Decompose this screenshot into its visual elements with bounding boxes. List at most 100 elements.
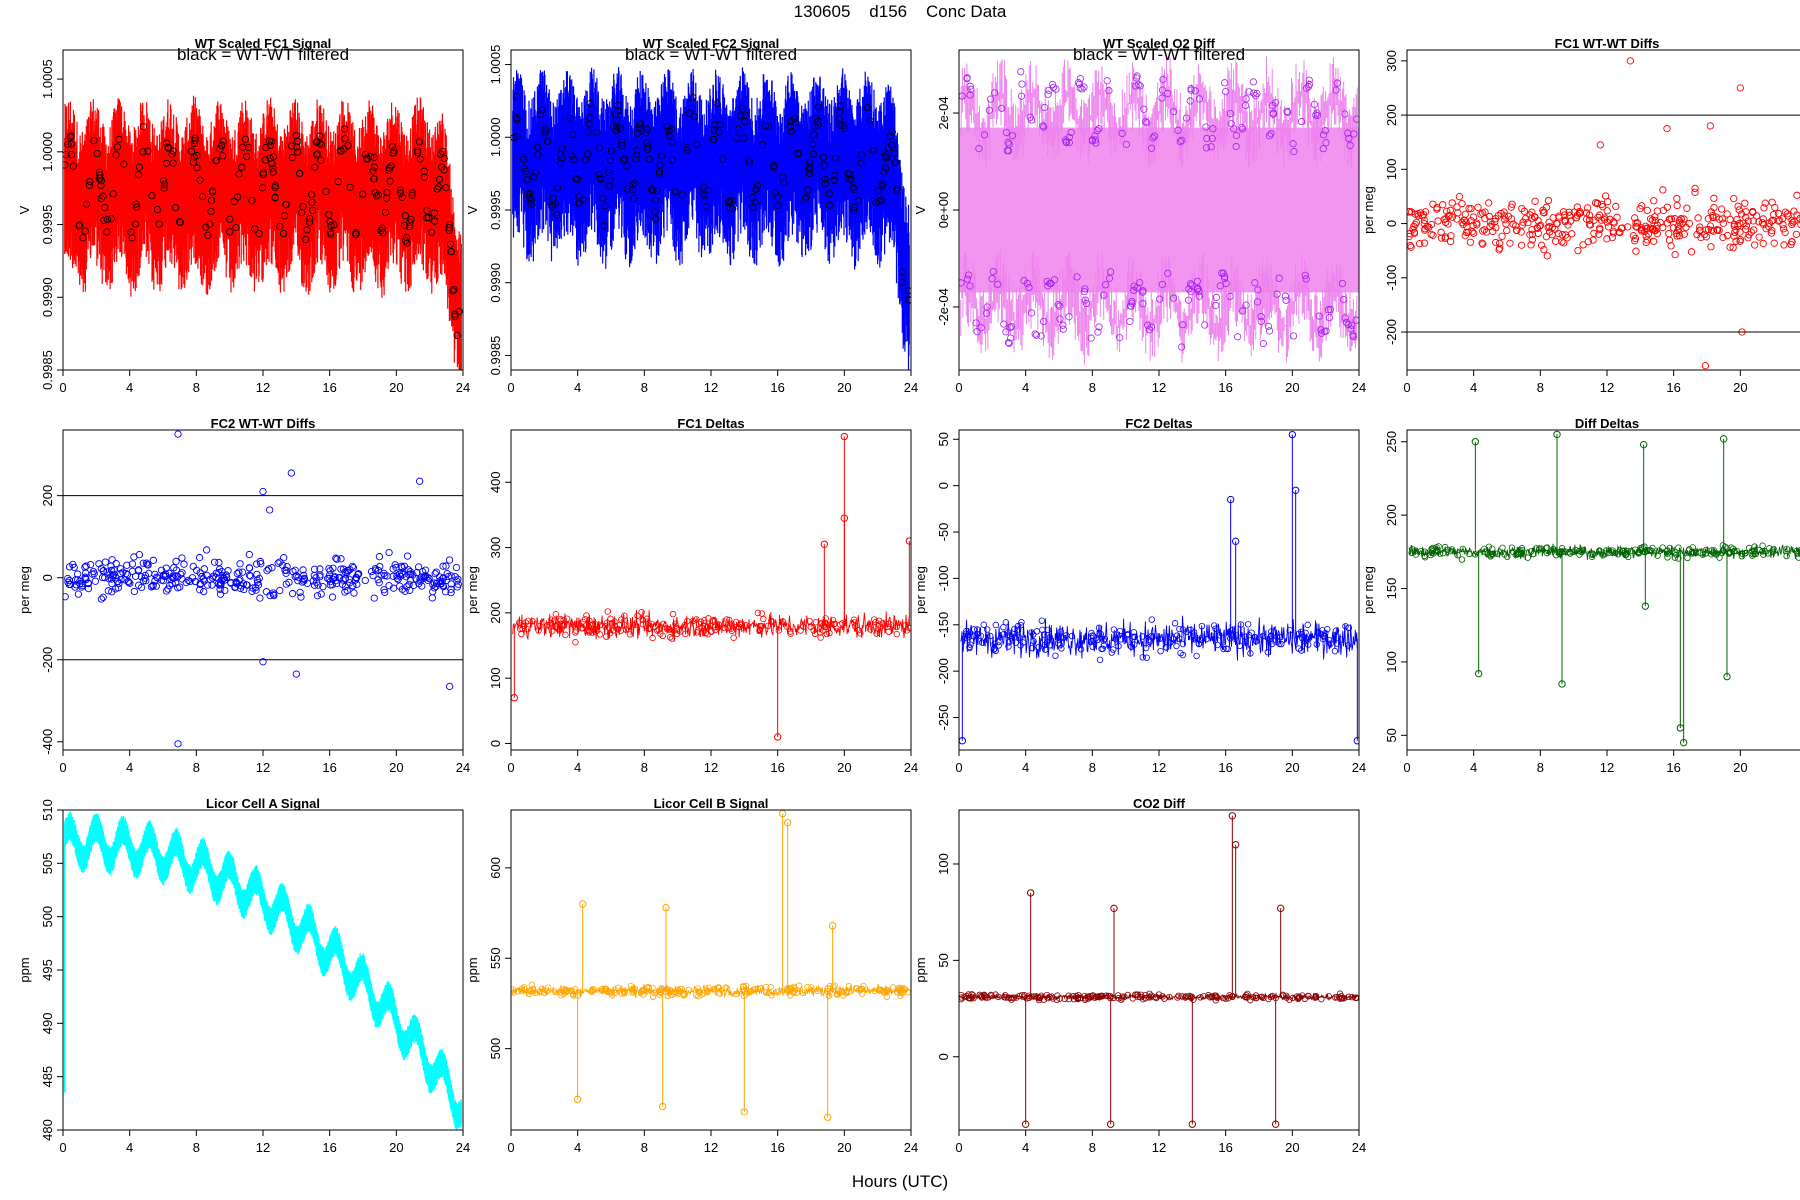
data-point [556, 627, 563, 634]
data-point [584, 128, 593, 136]
data-point [396, 186, 405, 194]
data-point [1159, 993, 1166, 1000]
data-point [1039, 122, 1047, 130]
data-point [1613, 213, 1621, 222]
data-point [81, 227, 89, 235]
data-point [334, 178, 342, 186]
x-tick-label: 12 [1152, 760, 1166, 775]
data-point [1485, 543, 1493, 550]
data-point [543, 987, 551, 995]
data-point [1245, 88, 1253, 96]
data-point [1563, 234, 1571, 242]
data-point [1081, 996, 1089, 1003]
x-tick-label: 0 [1403, 380, 1410, 395]
data-point [1579, 546, 1586, 554]
data-point [610, 122, 618, 130]
data-point [1485, 199, 1493, 207]
y-tick-label: 500 [40, 906, 55, 928]
data-point [282, 200, 290, 208]
data-point [875, 987, 883, 994]
data-point [1482, 228, 1491, 236]
data-point [1023, 279, 1031, 288]
data-point [651, 208, 659, 216]
x-tick-label: 12 [256, 1140, 270, 1155]
data-spike-point [1026, 889, 1035, 897]
data-point [602, 986, 609, 993]
data-point [1499, 544, 1506, 551]
data-point [805, 169, 814, 178]
data-point [103, 215, 111, 224]
data-point [299, 203, 307, 211]
data-point [654, 627, 661, 634]
panel-title: FC1 WT-WT Diffs [1555, 36, 1660, 51]
data-point [1333, 640, 1341, 647]
data-point [1035, 996, 1043, 1004]
data-point [1792, 230, 1800, 239]
data-point [1098, 645, 1105, 653]
data-point [699, 190, 707, 198]
data-point [303, 226, 311, 234]
data-point [1091, 136, 1100, 144]
data-point [162, 587, 171, 595]
data-point [1135, 81, 1143, 89]
data-point [1260, 994, 1267, 1002]
data-point [1133, 72, 1141, 80]
x-tick-label: 24 [456, 760, 470, 775]
data-point [1101, 281, 1110, 289]
x-tick-label: 20 [389, 380, 403, 395]
data-point [337, 146, 345, 154]
data-spike-point [658, 1102, 667, 1111]
data-point [1142, 991, 1149, 999]
data-point [81, 563, 89, 571]
data-point [614, 106, 622, 115]
x-tick-label: 20 [1733, 760, 1747, 775]
y-tick-label: 0 [936, 482, 951, 489]
data-point [855, 627, 862, 634]
data-point [447, 572, 455, 580]
data-point [767, 983, 774, 991]
data-point [1434, 217, 1442, 225]
data-point [1188, 993, 1195, 1000]
data-point [355, 570, 363, 578]
x-tick-label: 12 [256, 760, 270, 775]
data-point [595, 144, 603, 152]
data-point [1478, 239, 1486, 247]
data-point-outlier [446, 682, 454, 691]
data-point [786, 992, 794, 999]
data-point [312, 151, 321, 159]
data-point [298, 578, 306, 586]
data-point [401, 212, 409, 220]
data-point [1517, 228, 1525, 236]
data-point [1017, 92, 1026, 100]
data-point [317, 590, 325, 598]
data-point [1283, 107, 1291, 115]
data-point [758, 141, 767, 149]
data-point [1011, 625, 1018, 632]
data-point [1683, 204, 1691, 212]
data-point [1294, 995, 1302, 1003]
data-point [119, 568, 127, 576]
data-point [693, 140, 701, 148]
data-point [104, 587, 113, 595]
data-point [1461, 210, 1469, 218]
data-point [1049, 83, 1058, 91]
data-point [1152, 993, 1160, 1001]
data-point [1631, 237, 1639, 245]
data-point [1105, 86, 1113, 95]
data-point [440, 154, 448, 163]
x-tick-label: 20 [1285, 1140, 1299, 1155]
data-point [1685, 219, 1693, 228]
data-point [840, 992, 847, 999]
data-point [148, 192, 156, 200]
data-point [1025, 992, 1033, 1000]
x-tick-label: 20 [389, 1140, 403, 1155]
data-point [1142, 118, 1150, 126]
data-point [1591, 199, 1600, 207]
data-point [1148, 632, 1155, 640]
data-point [1005, 639, 1013, 646]
data-point [429, 587, 437, 596]
data-point [1210, 622, 1218, 629]
data-point [1248, 629, 1255, 636]
data-point [596, 631, 604, 638]
